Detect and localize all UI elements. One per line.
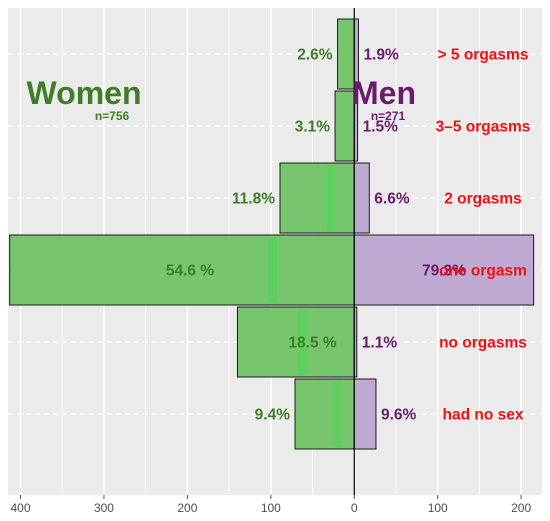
women-value-label: 54.6 %: [166, 263, 214, 280]
category-label: no orgasms: [439, 335, 527, 352]
women-n-label: n=756: [95, 109, 130, 123]
x-tick-label: 100: [428, 501, 448, 515]
women-bar: [294, 378, 355, 450]
category-label: > 5 orgasms: [438, 47, 529, 64]
women-bar: [279, 162, 355, 234]
women-bar: [236, 306, 355, 378]
x-tick-label: 200: [511, 501, 531, 515]
category-labels: > 5 orgasms 3–5 orgasms 2 orgasms one orgas…: [436, 47, 531, 424]
x-tick-label: 300: [94, 501, 114, 515]
x-tick-label: 100: [261, 501, 281, 515]
women-inner-mark: [298, 309, 308, 375]
women-inner-mark: [267, 237, 277, 303]
men-bar: [353, 162, 370, 234]
men-value-label: 1.1%: [362, 335, 398, 352]
x-axis-ticks: 400 300 200 100 0 100 200: [11, 495, 531, 515]
men-n-label: n=271: [371, 109, 406, 123]
women-value-label: 9.4%: [255, 407, 291, 424]
women-value-label: 11.8%: [232, 191, 275, 208]
women-title: Women: [27, 75, 142, 111]
x-tick-label: 0: [351, 501, 358, 515]
women-value-label: 3.1%: [295, 119, 331, 136]
category-label: had no sex: [443, 407, 524, 424]
men-title: Men: [352, 75, 416, 111]
men-value-label: 1.9%: [363, 47, 399, 64]
women-value-label: 18.5 %: [288, 335, 336, 352]
women-value-label: 2.6%: [297, 47, 333, 64]
men-value-label: 9.6%: [381, 407, 417, 424]
bars: [9, 18, 535, 450]
category-label: 2 orgasms: [444, 191, 522, 208]
category-label: one orgasm: [439, 263, 527, 280]
men-value-label: 79.3%: [422, 263, 466, 280]
x-tick-label: 200: [177, 501, 197, 515]
category-label: 3–5 orgasms: [436, 119, 531, 136]
women-bar: [9, 234, 355, 306]
x-tick-label: 400: [11, 501, 31, 515]
women-inner-mark: [326, 165, 336, 231]
men-value-label: 1.5%: [363, 119, 399, 136]
bar-labels: 2.6% 1.9% 3.1% 1.5% 11.8% 6.6% 54.6 % 79.3% 18.5…: [166, 47, 466, 424]
men-value-label: 6.6%: [374, 191, 410, 208]
men-bar: [353, 378, 377, 450]
women-inner-mark: [333, 381, 343, 447]
men-bar: [353, 234, 535, 306]
